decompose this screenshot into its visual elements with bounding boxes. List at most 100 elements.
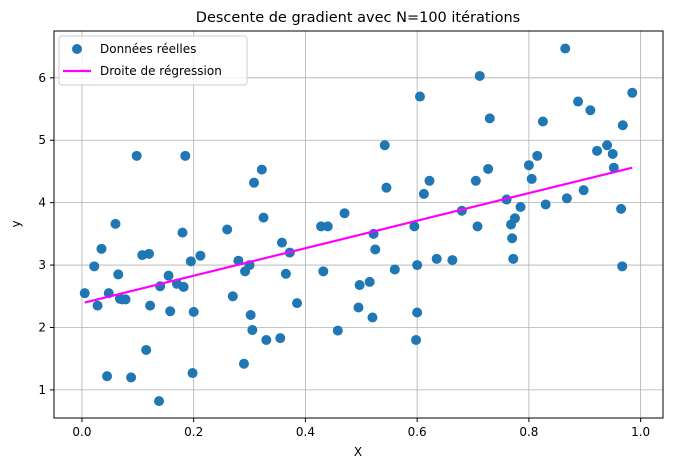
data-point — [102, 371, 113, 382]
data-point — [412, 307, 423, 318]
data-point — [110, 218, 121, 229]
y-axis-ticks: 1 2 3 4 5 6 — [38, 71, 54, 397]
data-point — [515, 202, 526, 213]
data-point — [411, 334, 422, 345]
data-point — [275, 333, 286, 344]
data-point — [627, 87, 638, 98]
data-point — [607, 148, 618, 159]
data-point — [247, 324, 258, 335]
x-tick-label: 1.0 — [631, 425, 650, 439]
data-point — [617, 261, 628, 272]
data-point — [540, 199, 551, 210]
data-point — [163, 270, 174, 281]
y-axis-label: y — [9, 220, 23, 227]
data-point — [339, 208, 350, 219]
data-point — [509, 213, 520, 224]
x-tick-label: 0.0 — [72, 425, 91, 439]
data-point — [256, 164, 267, 175]
data-point — [177, 227, 188, 238]
y-tick-label: 3 — [38, 258, 46, 272]
legend-marker-scatter — [72, 44, 82, 54]
y-tick-label: 5 — [38, 133, 46, 147]
data-point — [364, 276, 375, 287]
data-point — [318, 266, 329, 277]
data-point — [367, 312, 378, 323]
data-point — [409, 221, 420, 232]
data-point — [523, 160, 534, 171]
data-point — [354, 280, 365, 291]
data-point — [332, 325, 343, 336]
legend-box — [58, 35, 248, 86]
legend-label-scatter: Données réelles — [100, 42, 196, 56]
data-point — [412, 260, 423, 271]
x-tick-label: 0.2 — [184, 425, 203, 439]
data-point — [120, 294, 131, 305]
regression-line-group — [84, 166, 633, 304]
x-axis-ticks: 0.0 0.2 0.4 0.6 0.8 1.0 — [72, 418, 650, 439]
data-point — [418, 188, 429, 199]
data-point — [573, 96, 584, 107]
data-point — [79, 288, 90, 299]
data-point — [195, 250, 206, 261]
x-axis-label: X — [354, 445, 362, 459]
data-point — [353, 302, 364, 313]
data-point — [143, 248, 154, 259]
data-point — [602, 140, 613, 151]
data-point — [292, 298, 303, 309]
data-point — [96, 243, 107, 254]
data-point — [484, 113, 495, 124]
data-point — [245, 310, 256, 321]
data-point — [113, 269, 124, 280]
data-point — [187, 368, 198, 379]
y-tick-label: 2 — [38, 320, 46, 334]
data-point — [431, 253, 442, 264]
data-point — [560, 43, 571, 54]
data-points — [79, 43, 638, 407]
data-point — [483, 163, 494, 174]
data-point — [414, 91, 425, 102]
data-point — [249, 177, 260, 188]
legend: Données réelles Droite de régression — [58, 35, 248, 86]
data-point — [508, 253, 519, 264]
data-point — [180, 150, 191, 161]
data-point — [222, 224, 233, 235]
data-point — [188, 306, 199, 317]
regression-line — [84, 166, 633, 304]
data-point — [447, 255, 458, 266]
data-point — [258, 212, 269, 223]
data-point — [381, 182, 392, 193]
data-point — [616, 203, 627, 214]
legend-label-line: Droite de régression — [100, 64, 222, 78]
grid — [54, 31, 663, 418]
chart-title: Descente de gradient avec N=100 itératio… — [196, 10, 520, 26]
data-point — [592, 145, 603, 156]
data-point — [389, 264, 400, 275]
y-tick-label: 6 — [38, 71, 46, 85]
data-point — [126, 372, 137, 383]
y-tick-label: 4 — [38, 196, 46, 210]
data-point — [227, 291, 238, 302]
data-point — [424, 175, 435, 186]
data-point — [322, 221, 333, 232]
x-tick-label: 0.8 — [519, 425, 538, 439]
data-point — [141, 344, 152, 355]
data-point — [507, 233, 518, 244]
data-point — [89, 261, 100, 272]
data-point — [92, 300, 103, 311]
data-point — [276, 237, 287, 248]
data-point — [578, 185, 589, 196]
data-point — [178, 281, 189, 292]
data-point — [561, 193, 572, 204]
data-point — [472, 221, 483, 232]
data-point — [165, 306, 176, 317]
data-point — [185, 256, 196, 267]
data-point — [532, 150, 543, 161]
data-point — [474, 70, 485, 81]
plot-frame — [53, 30, 664, 419]
data-point — [608, 162, 619, 173]
data-point — [526, 173, 537, 184]
data-point — [238, 358, 249, 369]
data-point — [370, 244, 381, 255]
data-point — [585, 105, 596, 116]
data-point — [617, 120, 628, 131]
